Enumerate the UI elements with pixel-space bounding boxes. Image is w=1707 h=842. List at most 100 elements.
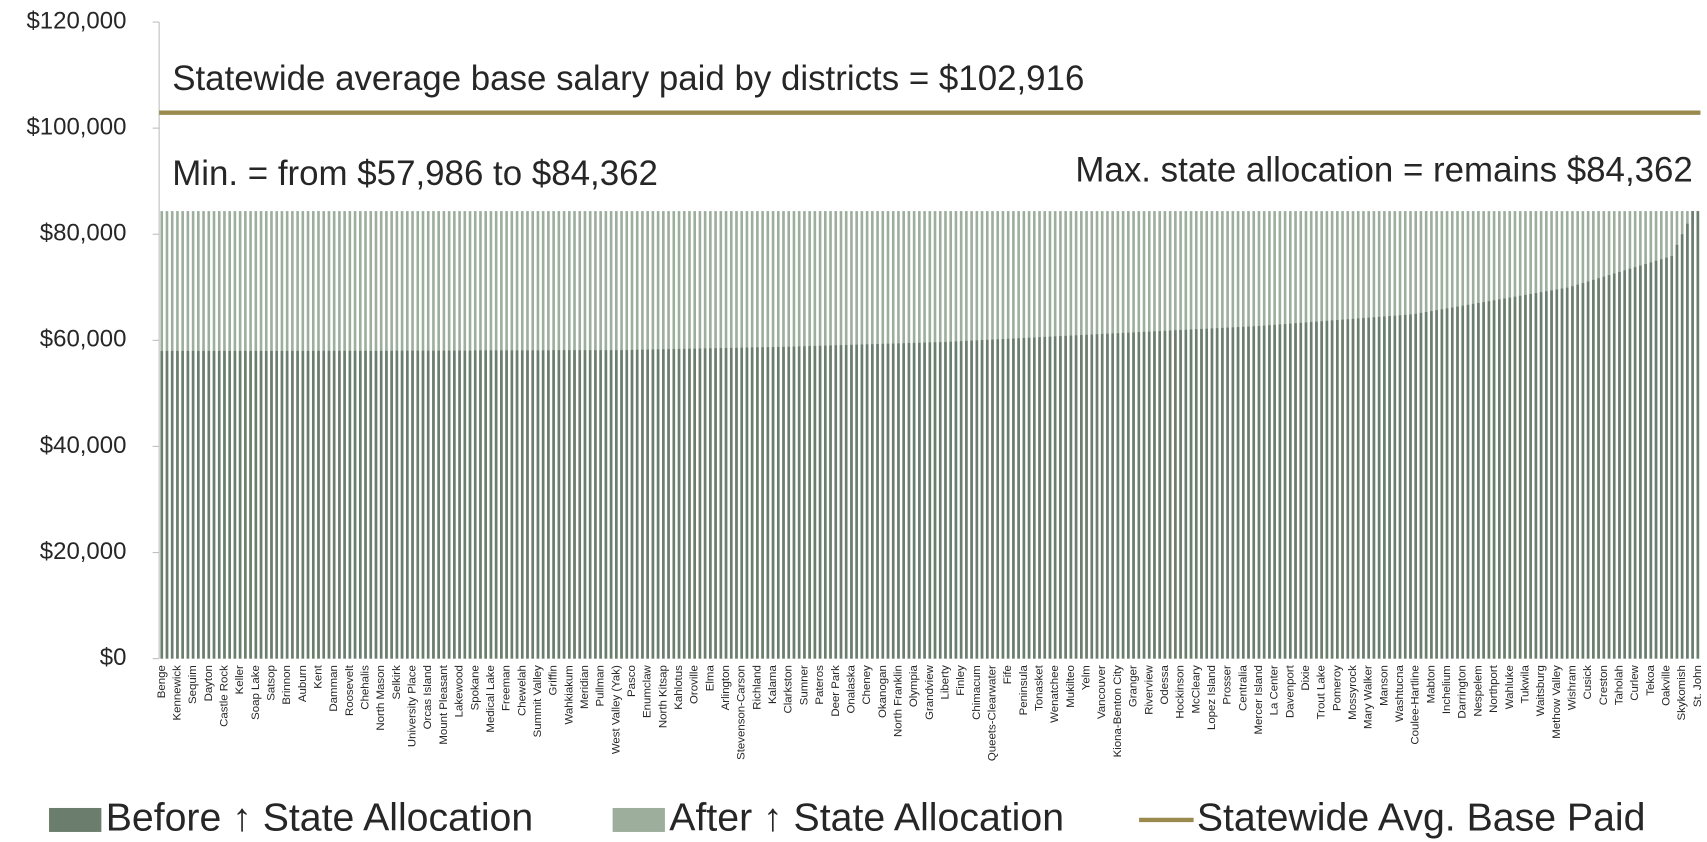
- bar-before: [254, 350, 258, 659]
- bar-before: [223, 350, 226, 659]
- bar-before: [1409, 314, 1412, 659]
- bar-before: [1268, 325, 1271, 659]
- bar-before: [244, 350, 247, 659]
- x-tick-label: Dixie: [1300, 665, 1312, 690]
- bar-before: [1043, 336, 1047, 659]
- x-tick-label: Summit Valley: [532, 665, 544, 738]
- bar-before: [1644, 263, 1647, 659]
- bar-before: [1670, 255, 1674, 659]
- bar-before: [358, 350, 362, 659]
- bar-before: [395, 350, 399, 659]
- bar-before: [1330, 320, 1334, 659]
- bar-before: [1372, 317, 1376, 659]
- x-tick-label: Kent: [313, 664, 325, 688]
- x-tick-label: Spokane: [469, 665, 481, 710]
- bar-before: [625, 350, 629, 659]
- bar-before: [1581, 283, 1585, 659]
- bar-before: [181, 350, 184, 659]
- bar-before: [912, 342, 916, 659]
- y-tick-label: $100,000: [26, 113, 126, 140]
- x-tick-label: Yelm: [1081, 665, 1093, 690]
- bar-before: [792, 346, 796, 659]
- bar-before: [1200, 328, 1203, 659]
- bar-before: [296, 350, 299, 659]
- x-tick-label: Pasco: [626, 665, 638, 697]
- bar-before: [275, 350, 279, 659]
- x-tick-label: North Franklin: [892, 665, 904, 737]
- x-tick-label: Riverview: [1143, 664, 1155, 714]
- bar-before: [170, 350, 174, 659]
- bar-before: [1283, 324, 1287, 659]
- bar-before: [348, 350, 352, 659]
- bar-before: [688, 348, 691, 659]
- x-tick-label: Grandview: [924, 664, 936, 719]
- bar-before: [1184, 329, 1188, 659]
- x-tick-label: Wishram: [1566, 665, 1578, 710]
- bar-before: [907, 343, 911, 659]
- bar-before: [1607, 275, 1611, 659]
- bar-before: [1174, 330, 1177, 659]
- bar-before: [1095, 334, 1099, 659]
- bar-before: [991, 339, 994, 659]
- bar-before: [1090, 334, 1094, 659]
- x-tick-label: La Center: [1269, 665, 1281, 715]
- bar-before: [1053, 336, 1057, 659]
- x-tick-label: Centralia: [1237, 665, 1249, 711]
- bar-before: [865, 344, 869, 659]
- bar-before: [1560, 288, 1564, 659]
- bar-before: [1440, 309, 1444, 659]
- bar-before: [938, 342, 942, 659]
- bar-before: [703, 348, 707, 659]
- x-tick-label: Davenport: [1284, 664, 1296, 718]
- bar-before: [562, 350, 566, 659]
- bar-before: [860, 344, 864, 659]
- bar-before: [1001, 339, 1005, 659]
- bar-before: [1471, 303, 1475, 659]
- bar-before: [228, 350, 231, 659]
- bar-before: [1069, 335, 1073, 659]
- x-tick-label: Freeman: [501, 665, 513, 711]
- bar-before: [406, 350, 409, 659]
- bar-before: [1497, 299, 1501, 659]
- bar-before: [510, 350, 514, 659]
- bar-before: [165, 350, 169, 659]
- x-tick-label: Auburn: [297, 665, 309, 702]
- bar-before: [1529, 293, 1532, 659]
- bar-before: [965, 340, 968, 659]
- bar-before: [458, 350, 461, 659]
- bar-before: [1513, 296, 1517, 659]
- bar-before: [468, 350, 472, 659]
- bar-before: [567, 350, 571, 659]
- bar-before: [902, 343, 905, 659]
- legend-swatch: [612, 807, 665, 832]
- x-tick-label: Oroville: [689, 665, 701, 704]
- bar-before: [933, 342, 937, 659]
- bar-before: [1163, 330, 1167, 659]
- bar-before: [400, 350, 404, 659]
- bar-before: [891, 343, 895, 659]
- bar-before: [980, 340, 984, 659]
- x-tick-label: Granger: [1128, 665, 1140, 707]
- bar-before: [1450, 307, 1454, 659]
- bar-before: [944, 341, 947, 659]
- bar-before: [259, 350, 263, 659]
- bar-before: [876, 343, 879, 659]
- bar-before: [1142, 331, 1146, 659]
- x-tick-label: Elma: [704, 665, 716, 692]
- bar-before: [1482, 302, 1485, 659]
- x-tick-label: Trout Lake: [1316, 665, 1328, 719]
- bar-before: [494, 350, 498, 659]
- bar-before: [620, 350, 623, 659]
- bar-before: [1487, 301, 1491, 659]
- bar-before: [1351, 318, 1355, 659]
- bar-before: [672, 349, 676, 659]
- x-tick-label: Satsop: [265, 665, 277, 701]
- x-tick-label: Prosser: [1222, 665, 1234, 705]
- x-tick-label: Mary Walker: [1363, 665, 1375, 729]
- bar-before: [1289, 323, 1292, 659]
- x-tick-label: Clarkston: [783, 665, 795, 713]
- bar-before: [839, 345, 843, 659]
- bar-before: [578, 350, 582, 659]
- x-tick-label: Odessa: [1159, 665, 1171, 705]
